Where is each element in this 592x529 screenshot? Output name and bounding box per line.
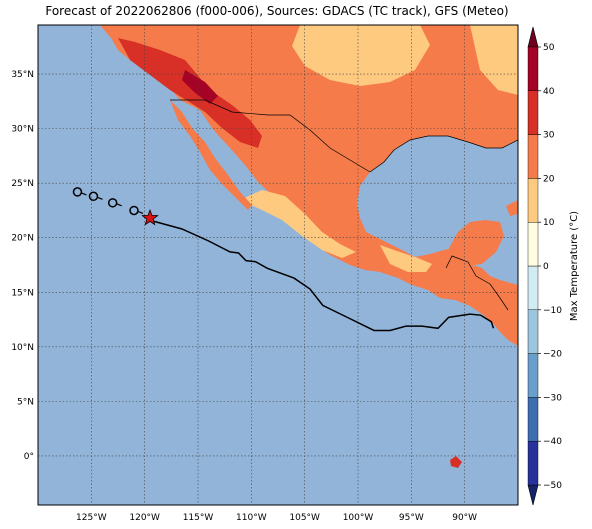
colorbar-segment bbox=[527, 441, 539, 486]
lon-tick-label: 105°W bbox=[289, 513, 320, 523]
colorbar-label: Max Temperature (°C) bbox=[569, 211, 580, 321]
lon-tick-label: 120°W bbox=[129, 513, 160, 523]
colorbar-segment bbox=[527, 353, 539, 398]
colorbar-segment bbox=[527, 265, 539, 310]
tc-past-segment bbox=[81, 192, 87, 196]
tc-track bbox=[72, 187, 495, 332]
latitude-labels: 35°N 30°N 25°N 20°N 15°N 10°N 5°N 0° bbox=[11, 70, 34, 462]
colorbar-tick-label: 10 bbox=[543, 218, 555, 228]
land-cool-highland bbox=[380, 245, 432, 272]
lon-tick-label: 100°W bbox=[343, 513, 374, 523]
lon-tick-label: 95°W bbox=[399, 513, 424, 523]
land-hot-spot bbox=[182, 70, 218, 104]
lat-tick-label: 15°N bbox=[11, 288, 34, 298]
colorbar-tick-label: −20 bbox=[543, 350, 562, 360]
tc-past-segment bbox=[137, 210, 144, 215]
coastline-gulf bbox=[369, 135, 518, 173]
border-central-america bbox=[445, 255, 509, 311]
tc-past-position-marker bbox=[88, 191, 99, 202]
colorbar-segment bbox=[527, 309, 539, 354]
lon-tick-label: 90°W bbox=[452, 513, 477, 523]
colorbar-over-extension bbox=[527, 26, 539, 48]
land-yucatan bbox=[448, 220, 504, 266]
colorbar-tick-label: −50 bbox=[543, 481, 562, 491]
map-frame bbox=[37, 24, 519, 506]
land-cool-ne bbox=[470, 25, 518, 95]
tc-past-position-marker bbox=[72, 187, 83, 197]
colorbar-segment bbox=[527, 178, 539, 223]
lon-tick-label: 125°W bbox=[76, 513, 107, 523]
colorbar-tick-label: 0 bbox=[543, 262, 549, 272]
colorbar-segment bbox=[527, 46, 539, 91]
land-galapagos bbox=[450, 456, 462, 468]
land-cool-plateau bbox=[240, 190, 356, 258]
tc-past-segment bbox=[97, 196, 103, 200]
colorbar-under-extension bbox=[527, 484, 539, 506]
lat-tick-label: 30°N bbox=[11, 125, 34, 135]
lat-tick-label: 20°N bbox=[11, 234, 34, 244]
colorbar-segment bbox=[527, 221, 539, 267]
land-temperature-layer bbox=[100, 25, 518, 468]
lat-tick-label: 10°N bbox=[11, 343, 34, 353]
land-hot-core bbox=[118, 38, 262, 148]
colorbar-tick-label: −10 bbox=[543, 306, 562, 316]
colorbar-segment bbox=[527, 397, 539, 442]
tc-forecast-line bbox=[149, 219, 495, 332]
figure-title: Forecast of 2022062806 (f000-006), Sourc… bbox=[45, 4, 509, 18]
colorbar-tick-label: 50 bbox=[543, 43, 555, 53]
lat-tick-label: 25°N bbox=[11, 179, 34, 189]
land-cool-north bbox=[292, 25, 430, 86]
colorbar-tick-label: 30 bbox=[543, 131, 555, 141]
lat-tick-label: 35°N bbox=[11, 70, 34, 80]
border-us-mexico bbox=[170, 99, 371, 173]
colorbar-segment bbox=[527, 134, 539, 179]
gridlines bbox=[38, 25, 518, 505]
tc-past-position-marker bbox=[107, 198, 118, 208]
longitude-labels: 125°W 120°W 115°W 110°W 105°W 100°W 95°W 90°W bbox=[76, 513, 477, 523]
tc-past-segment bbox=[116, 203, 122, 207]
colorbar-tick-label: −30 bbox=[543, 393, 562, 403]
colorbar: −50 −40 −30 −20 −10 0 10 20 30 40 50 bbox=[527, 26, 562, 506]
colorbar-tick-label: 20 bbox=[543, 174, 555, 184]
lat-tick-label: 5°N bbox=[17, 397, 34, 407]
tc-past-position-marker bbox=[129, 205, 139, 216]
land-cuba bbox=[506, 200, 518, 216]
colorbar-segment bbox=[527, 90, 539, 135]
tc-current-position-star bbox=[141, 208, 159, 226]
colorbar-tick-label: −40 bbox=[543, 437, 562, 447]
map-area bbox=[37, 24, 519, 506]
lon-tick-label: 115°W bbox=[183, 513, 214, 523]
lat-tick-label: 0° bbox=[24, 452, 34, 462]
land-baja-california bbox=[170, 100, 252, 210]
lon-tick-label: 110°W bbox=[236, 513, 267, 523]
country-borders bbox=[170, 99, 518, 311]
colorbar-tick-label: 40 bbox=[543, 87, 555, 97]
